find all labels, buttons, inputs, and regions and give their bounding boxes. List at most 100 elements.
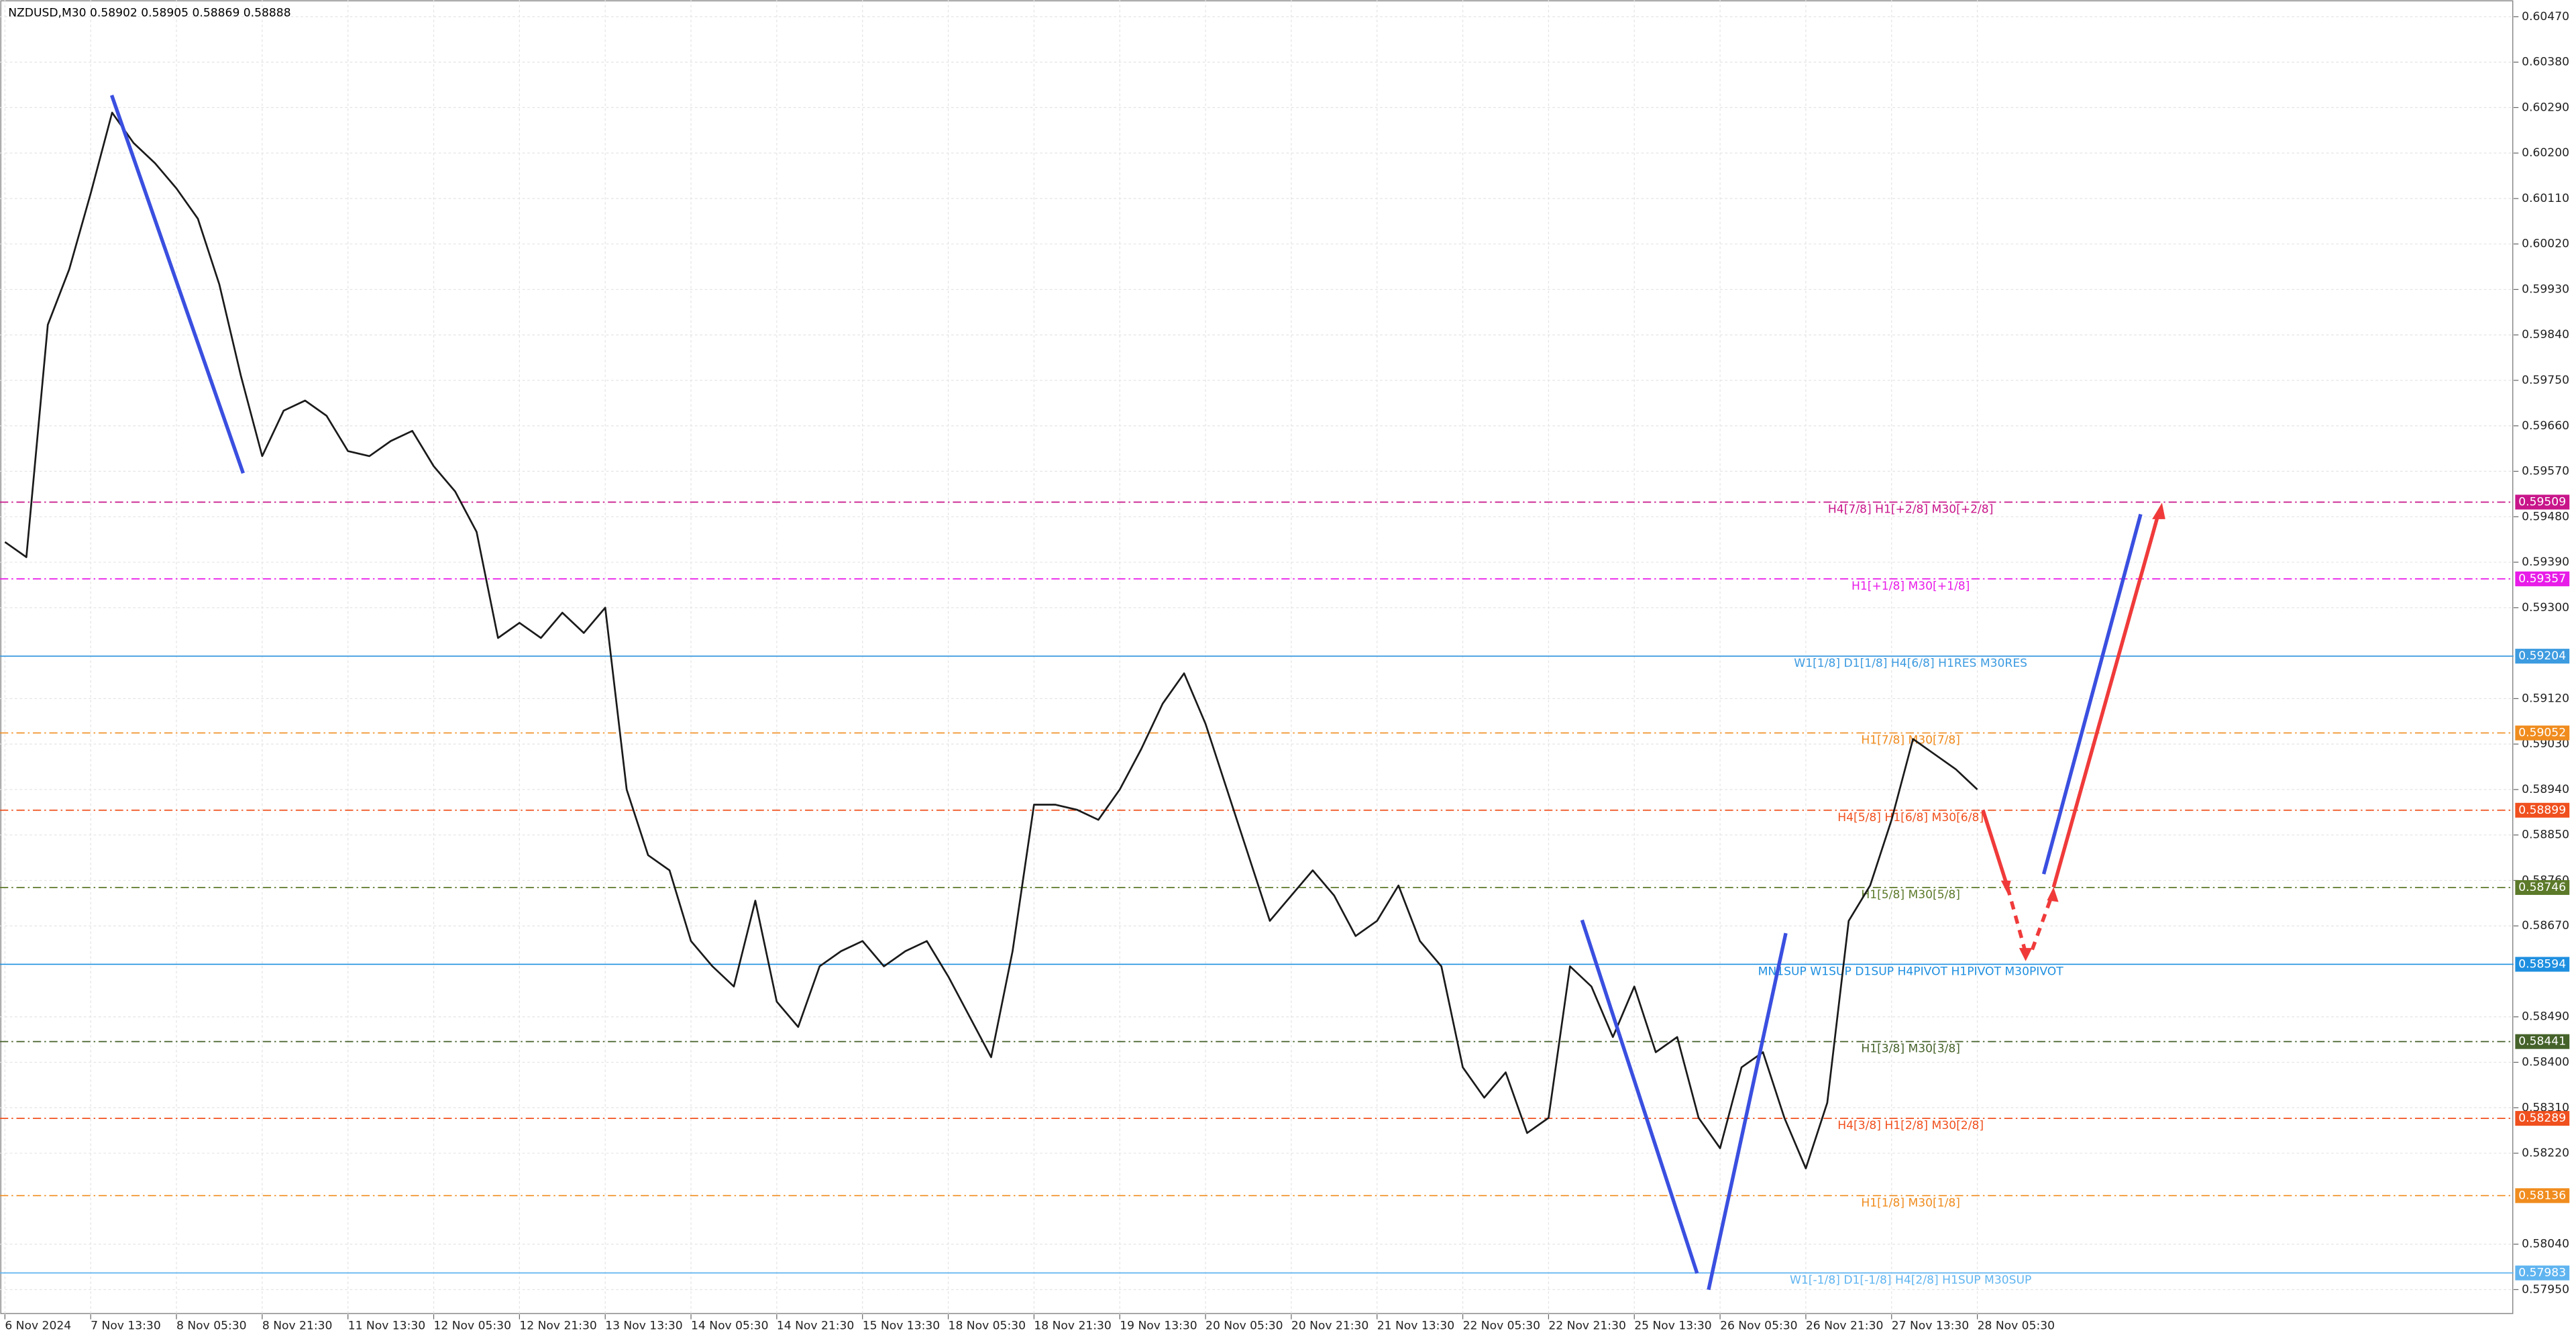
level-label: H1[7/8] M30[7/8] (1861, 734, 1960, 747)
y-tick-label: 0.60470 (2522, 10, 2569, 23)
forecast-arrow (1981, 809, 2010, 888)
y-tick-label: 0.59930 (2522, 282, 2569, 296)
y-tick-label: 0.60020 (2522, 237, 2569, 251)
y-tick-label: 0.59480 (2522, 510, 2569, 523)
price-tag-label: 0.58899 (2518, 804, 2566, 817)
price-tag-label: 0.59204 (2518, 649, 2566, 663)
price-tag (2515, 1188, 2570, 1203)
y-tick-label: 0.57950 (2522, 1283, 2569, 1296)
level-label: H1[5/8] M30[5/8] (1861, 888, 1960, 902)
level-label: W1[1/8] D1[1/8] H4[6/8] H1RES M30RES (1794, 657, 2027, 670)
axes: 0.60470 0.60380 0.60290 0.60200 0.60110 0.600… (4, 10, 2570, 1332)
arrow-head (2000, 880, 2011, 894)
grid (0, 0, 2514, 1315)
y-tick-label: 0.59660 (2522, 419, 2569, 433)
level-label: H4[7/8] H1[+2/8] M30[+2/8] (1828, 502, 1993, 516)
x-tick-label: 18 Nov 21:30 (1034, 1319, 1111, 1332)
price-tag-label: 0.57983 (2518, 1267, 2566, 1280)
y-tick-label: 0.58940 (2522, 783, 2569, 796)
y-tick-label: 0.59570 (2522, 465, 2569, 478)
y-tick-label: 0.59840 (2522, 328, 2569, 341)
level-label: H4[3/8] H1[2/8] M30[2/8] (1837, 1119, 1984, 1132)
forecast-arrow (2051, 512, 2161, 888)
price-tag (2515, 1265, 2570, 1281)
y-tick-label: 0.58220 (2522, 1146, 2569, 1160)
x-tick-label: 8 Nov 21:30 (262, 1319, 333, 1332)
x-tick-label: 26 Nov 21:30 (1806, 1319, 1883, 1332)
price-tag-label: 0.58289 (2518, 1112, 2566, 1125)
x-tick-label: 26 Nov 05:30 (1720, 1319, 1797, 1332)
level-label: H1[3/8] M30[3/8] (1861, 1042, 1960, 1056)
y-tick-label: 0.60110 (2522, 192, 2569, 205)
x-tick-label: 14 Nov 05:30 (691, 1319, 768, 1332)
y-tick-label: 0.60290 (2522, 101, 2569, 114)
x-tick-label: 13 Nov 13:30 (605, 1319, 682, 1332)
arrow-head (2152, 502, 2165, 519)
x-tick-label: 25 Nov 13:30 (1634, 1319, 1711, 1332)
level-label: MN1SUP W1SUP D1SUP H4PIVOT H1PIVOT M30PI… (1758, 965, 2064, 978)
arrow-head (2047, 887, 2059, 902)
y-tick-label: 0.59390 (2522, 555, 2569, 569)
level-label: H4[5/8] H1[6/8] M30[6/8] (1837, 811, 1984, 824)
price-tag (2515, 957, 2570, 972)
plot-frame (0, 0, 2514, 1314)
price-tag-label: 0.58746 (2518, 881, 2566, 894)
x-tick-label: 11 Nov 13:30 (348, 1319, 425, 1332)
price-tag-label: 0.59509 (2518, 495, 2566, 508)
x-tick-label: 8 Nov 05:30 (176, 1319, 247, 1332)
price-tag-label: 0.59357 (2518, 572, 2566, 586)
forecast-arrow (2006, 886, 2028, 954)
x-tick-label: 28 Nov 05:30 (1978, 1319, 2055, 1332)
x-tick-label: 20 Nov 21:30 (1291, 1319, 1368, 1332)
y-tick-label: 0.60200 (2522, 146, 2569, 160)
price-tag (2515, 725, 2570, 741)
x-tick-label: 19 Nov 13:30 (1120, 1319, 1197, 1332)
price-tag (2515, 649, 2570, 664)
x-tick-label: 12 Nov 05:30 (434, 1319, 511, 1332)
trend-line (1707, 932, 1788, 1291)
trend-drawings (109, 95, 2165, 1291)
x-tick-label: 14 Nov 21:30 (777, 1319, 854, 1332)
x-tick-label: 6 Nov 2024 (5, 1319, 71, 1332)
x-tick-label: 7 Nov 13:30 (91, 1319, 161, 1332)
price-tag-label: 0.58136 (2518, 1189, 2566, 1202)
y-tick-label: 0.58850 (2522, 828, 2569, 842)
y-tick-label: 0.60380 (2522, 56, 2569, 69)
y-tick-label: 0.59120 (2522, 692, 2569, 705)
x-tick-label: 21 Nov 13:30 (1377, 1319, 1454, 1332)
level-label: H1[1/8] M30[1/8] (1861, 1196, 1960, 1210)
price-tag-label: 0.58441 (2518, 1035, 2566, 1049)
price-tag-label: 0.58594 (2518, 957, 2566, 971)
forecast-arrow (2030, 894, 2054, 951)
price-tag (2515, 494, 2570, 510)
level-label: W1[-1/8] D1[-1/8] H4[2/8] H1SUP M30SUP (1790, 1274, 2031, 1287)
forecast-line (2041, 513, 2143, 875)
x-tick-label: 22 Nov 05:30 (1463, 1319, 1540, 1332)
y-tick-label: 0.58040 (2522, 1238, 2569, 1251)
y-tick-label: 0.58490 (2522, 1010, 2569, 1024)
trend-line (109, 95, 245, 474)
x-tick-label: 20 Nov 05:30 (1205, 1319, 1283, 1332)
price-tag (2515, 571, 2570, 586)
y-tick-label: 0.58670 (2522, 919, 2569, 932)
arrow-head (2019, 948, 2033, 961)
price-tag (2515, 1111, 2570, 1126)
trend-line (1580, 919, 1699, 1274)
chart-title: NZDUSD,M30 0.58902 0.58905 0.58869 0.588… (8, 7, 290, 20)
x-tick-label: 18 Nov 05:30 (949, 1319, 1026, 1332)
price-tag (2515, 802, 2570, 818)
y-tick-label: 0.58400 (2522, 1056, 2569, 1069)
series (4, 111, 1978, 1170)
y-tick-label: 0.59030 (2522, 737, 2569, 751)
price-tag (2515, 879, 2570, 896)
level-label: H1[+1/8] M30[+1/8] (1851, 580, 1970, 593)
price-tag-label: 0.59052 (2518, 727, 2566, 740)
y-tick-label: 0.59300 (2522, 601, 2569, 614)
price-tag (2515, 1034, 2570, 1049)
price-line (4, 111, 1978, 1170)
levels: H4[7/8] H1[+2/8] M30[+2/8] H1[+1/8] M30[+… (0, 501, 2514, 1287)
x-tick-label: 12 Nov 21:30 (519, 1319, 596, 1332)
x-tick-label: 22 Nov 21:30 (1548, 1319, 1625, 1332)
